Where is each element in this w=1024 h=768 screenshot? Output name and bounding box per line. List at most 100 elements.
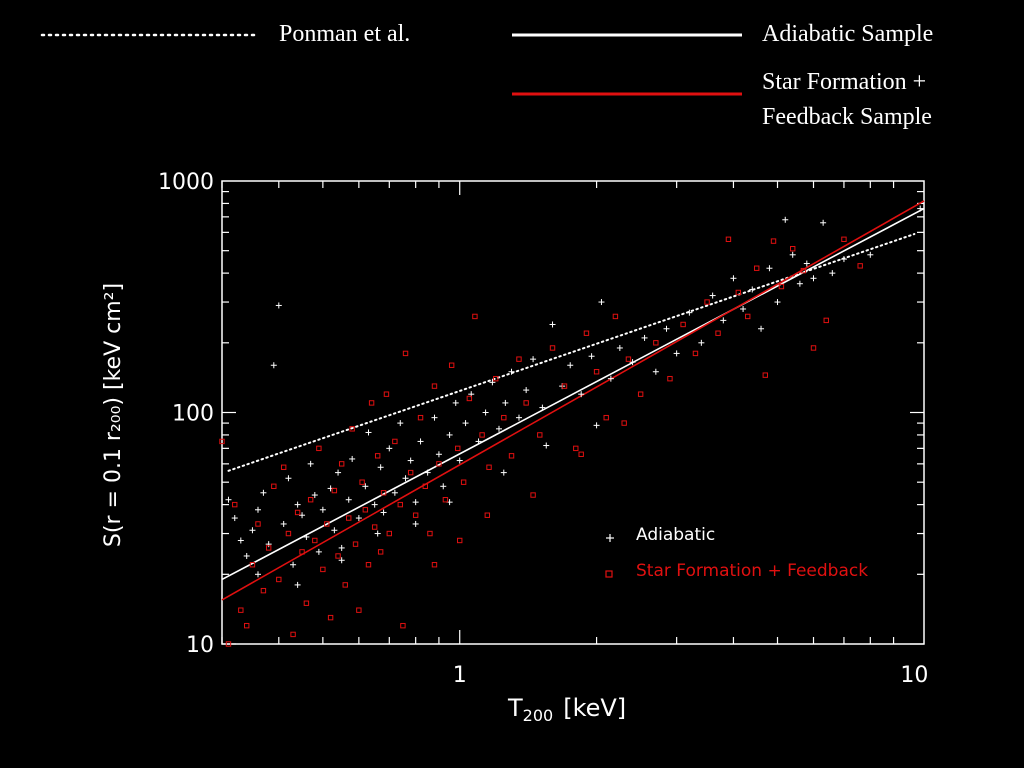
sf-feedback-point [442,497,449,503]
sf-feedback-point [745,313,751,320]
sf-feedback-point [244,622,250,629]
adiabatic-point [402,475,409,482]
sf-feedback-point [225,641,232,647]
fit-line [221,200,925,601]
adiabatic-point [435,451,442,458]
adiabatic-point [803,260,810,267]
sf-feedback-point [578,451,584,457]
adiabatic-point [397,420,404,427]
adiabatic-point [391,489,398,496]
sf-feedback-point [770,238,777,244]
sf-feedback-point [397,501,403,508]
adiabatic-point [275,302,282,309]
adiabatic-point [840,256,847,263]
adiabatic-point [431,414,438,421]
adiabatic-point [500,469,507,476]
adiabatic-point [303,533,310,540]
sf-feedback-point [400,622,406,629]
sf-feedback-point [653,340,659,346]
adiabatic-point [407,457,414,464]
sf-feedback-point [386,530,392,537]
sf-feedback-point [331,487,338,494]
adiabatic-point [365,429,372,436]
sf-feedback-point [422,483,428,489]
adiabatic-point [489,379,496,386]
sf-feedback-point [299,549,305,555]
sf-legend-label-line1: Star Formation + [762,69,926,95]
sf-feedback-point [365,562,372,568]
adiabatic-point [475,438,482,445]
sf-feedback-point [523,400,529,406]
axis-ticks: 1 10 10 100 1000 [158,170,928,688]
adiabatic-point [740,305,747,312]
adiabatic-point [749,286,756,293]
adiabatic-point [440,483,447,490]
adiabatic-point [446,431,453,438]
adiabatic-point [254,571,261,578]
adiabatic-point [294,501,301,508]
sf-feedback-point [857,263,863,269]
adiabatic-point [539,404,546,411]
inner-legend: Adiabatic Star Formation + Feedback [605,525,868,581]
adiabatic-point [377,464,384,471]
adiabatic-point [294,581,301,588]
sf-feedback-point [530,492,536,498]
x-axis-label-main: T [507,694,523,722]
adiabatic-point [349,455,356,462]
sf-feedback-point [342,582,348,588]
x-axis-label: T200 [keV] [507,694,626,725]
sf-feedback-point [493,375,499,382]
sf-feedback-point [303,600,310,606]
sf-feedback-point [383,391,390,397]
sf-feedback-point [621,420,627,426]
adiabatic-point [345,496,352,503]
y-tick-label: 1000 [158,170,214,195]
sf-feedback-point [371,524,378,530]
sf-feedback-point [294,509,301,516]
adiabatic-point [231,515,238,522]
adiabatic-point [502,399,509,406]
sf-feedback-point [431,383,438,389]
adiabatic-point [270,362,277,369]
sf-feedback-point [680,321,686,328]
adiabatic-point [593,422,600,429]
sf-feedback-point [603,414,609,421]
adiabatic-point [758,325,765,332]
sf-feedback-point [637,391,644,397]
sf-feedback-point [810,345,817,351]
adiabatic-point [456,457,463,464]
adiabatic-point [424,469,431,476]
adiabatic-point [260,489,267,496]
sf-feedback-point [593,369,600,375]
adiabatic-point [237,537,244,544]
adiabatic-point [249,527,256,534]
sf-feedback-point [692,350,699,357]
adiabatic-point [616,344,623,351]
y-tick-label: 10 [186,633,214,658]
adiabatic-point [254,506,261,513]
adiabatic-point [530,356,537,363]
adiabatic-point [588,353,595,360]
adiabatic-point [280,520,287,527]
inner-legend-sf-label: Star Formation + Feedback [636,561,868,581]
adiabatic-point [386,445,393,452]
adiabatic-point [515,414,522,421]
sf-feedback-point [516,356,522,362]
sf-feedback-point [823,317,829,324]
sf-feedback-point [290,631,296,638]
adiabatic-point [549,321,556,328]
x-tick-label: 10 [900,663,928,688]
adiabatic-point [820,219,827,226]
adiabatic-point [663,325,670,332]
adiabatic-point [374,530,381,537]
adiabatic-legend-label: Adiabatic Sample [762,21,933,47]
adiabatic-point [495,425,502,432]
inner-legend-sf-marker [605,570,613,578]
sf-feedback-point [457,537,463,544]
sf-feedback-point [460,479,467,485]
adiabatic-point [698,339,705,346]
adiabatic-point [508,368,515,375]
adiabatic-point [417,438,424,445]
sf-feedback-point [338,461,345,467]
adiabatic-point [412,499,419,506]
